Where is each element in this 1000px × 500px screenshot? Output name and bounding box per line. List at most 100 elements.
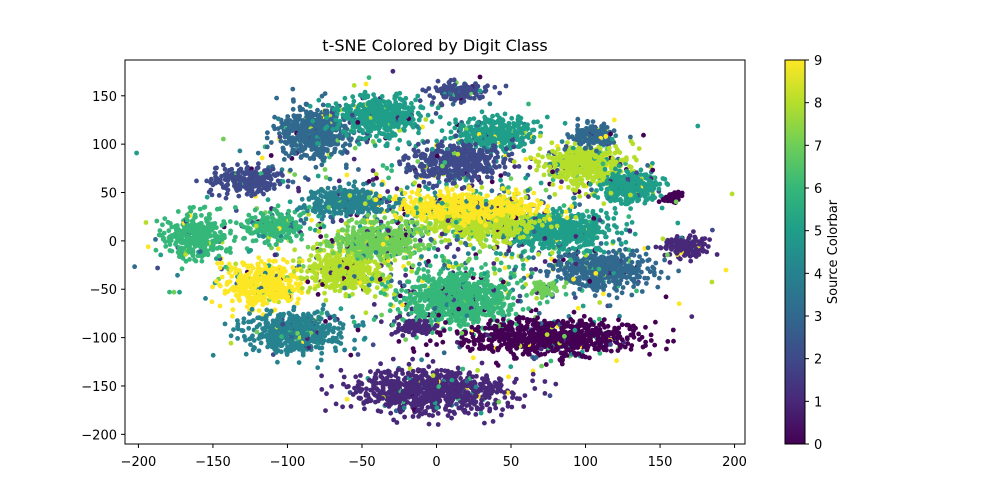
scatter-point [510,137,516,143]
scatter-point [361,284,367,290]
scatter-point [373,267,379,273]
scatter-point [277,338,283,344]
scatter-point [293,320,298,326]
scatter-point [324,138,330,144]
scatter-point [345,274,351,280]
scatter-point [410,164,416,170]
scatter-point [351,129,357,134]
scatter-point [246,249,252,254]
scatter-point [460,172,466,178]
scatter-point [415,159,421,164]
scatter-point [323,330,328,336]
scatter-point [272,182,277,188]
scatter-point [509,151,515,157]
scatter-point [421,179,427,185]
scatter-point [356,323,362,328]
scatter-point [273,173,278,179]
scatter-point [275,285,281,290]
scatter-point [423,117,429,122]
scatter-point [419,254,424,259]
scatter-point [210,352,216,358]
scatter-point [484,149,490,155]
scatter-point [531,119,537,125]
scatter-point [319,310,324,316]
scatter-point [494,150,500,156]
scatter-point [363,81,369,87]
scatter-point [275,116,281,122]
scatter-point [269,274,275,279]
scatter-point [280,321,286,327]
scatter-point [419,357,424,363]
scatter-point [233,261,239,267]
scatter-point [276,246,281,252]
scatter-point [252,177,258,183]
scatter-point [244,279,250,284]
scatter-point [228,230,233,236]
scatter-point [254,329,260,335]
scatter-point [379,312,384,318]
scatter-point [304,275,310,281]
scatter-point [508,176,514,182]
scatter-point [459,262,465,268]
scatter-point [322,147,328,153]
scatter-point [530,127,535,133]
scatter-point [498,177,503,183]
scatter-point [190,249,196,255]
scatter-point [265,197,271,203]
scatter-point [250,289,256,294]
scatter-point [271,266,277,271]
scatter-point [286,153,292,159]
scatter-point [424,147,430,153]
scatter-point [219,260,225,266]
scatter-point [342,285,348,291]
scatter-point [292,172,298,178]
scatter-point [280,145,286,151]
scatter-point [281,266,287,272]
scatter-point [443,94,449,100]
scatter-point [448,135,453,141]
scatter-point [243,274,249,279]
scatter-point [228,333,234,339]
scatter-point [321,224,327,229]
scatter-point [223,185,229,191]
scatter-point [315,107,320,113]
scatter-point [498,260,504,266]
scatter-point [245,265,251,270]
scatter-point [268,308,274,314]
scatter-point [239,328,245,333]
scatter-point [415,93,421,99]
scatter-point [291,99,296,104]
scatter-point [230,298,235,304]
scatter-point [274,291,279,297]
scatter-point [264,307,270,313]
scatter-point [417,163,423,169]
scatter-point [318,154,324,160]
scatter-point [437,114,443,120]
scatter-point [379,94,385,99]
scatter-point [311,130,317,135]
scatter-point [413,97,418,103]
scatter-point [351,124,357,130]
scatter-point [201,234,207,240]
scatter-point [228,340,234,346]
scatter-point [191,204,196,210]
scatter-point [531,135,537,140]
scatter-point [195,253,201,259]
scatter-point [382,122,388,128]
scatter-point [360,320,366,325]
scatter-point [268,153,274,158]
scatter-point [324,124,330,130]
scatter-point [265,344,270,350]
scatter-point [336,178,342,184]
scatter-point [355,327,361,333]
scatter-point [451,168,457,174]
scatter-point [402,123,408,129]
scatter-point [279,334,284,340]
scatter-point [378,119,383,124]
scatter-point [323,319,328,324]
scatter-point [473,81,478,86]
scatter-point [208,176,214,182]
scatter-point [536,310,542,316]
scatter-point [311,112,316,117]
